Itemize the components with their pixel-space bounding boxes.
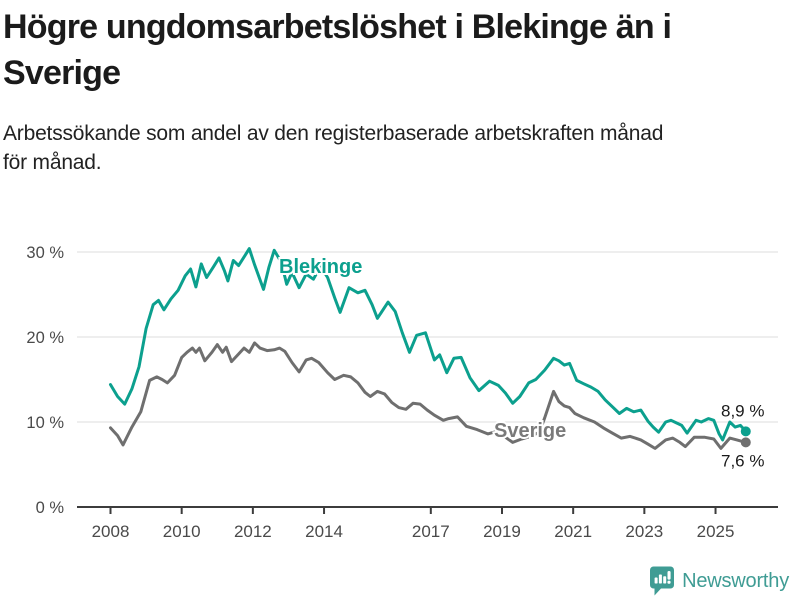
end-value-label-blekinge: 8,9 % — [721, 401, 764, 420]
subtitle-line-1: Arbetssökande som andel av den registerb… — [3, 122, 664, 145]
y-axis-label-0: 0 % — [36, 499, 65, 517]
end-value-label-sverige: 7,6 % — [721, 451, 764, 470]
x-axis-label-2012: 2012 — [234, 522, 272, 541]
title-line-2: Sverige — [3, 54, 121, 92]
x-axis-label-2017: 2017 — [412, 522, 450, 541]
y-axis-label-30: 30 % — [26, 244, 64, 262]
series-line-blekinge — [109, 247, 748, 442]
series-label-blekinge: Blekinge — [279, 256, 362, 278]
series-line-sverige — [109, 341, 748, 450]
series-endpoint-dot-blekinge — [740, 426, 751, 437]
x-axis-label-2014: 2014 — [305, 522, 343, 541]
series-endpoint-dot-sverige — [740, 437, 751, 448]
chart-subtitle: Arbetssökande som andel av den registerb… — [3, 119, 783, 177]
x-axis-label-2010: 2010 — [163, 522, 201, 541]
x-axis-label-2023: 2023 — [625, 522, 663, 541]
bar-chart-speech-bubble-icon — [650, 566, 675, 596]
newsworthy-logo: Newsworthy — [650, 566, 789, 596]
page-title: Högre ungdomsarbetslöshet i Blekinge än … — [3, 4, 763, 96]
x-axis-label-2008: 2008 — [92, 522, 130, 541]
brand-text: Newsworthy — [682, 569, 789, 592]
x-axis-label-2019: 2019 — [483, 522, 521, 541]
x-axis-label-2021: 2021 — [554, 522, 592, 541]
y-axis-label-10: 10 % — [26, 414, 64, 432]
title-line-1: Högre ungdomsarbetslöshet i Blekinge än … — [3, 8, 672, 46]
x-axis-label-2025: 2025 — [697, 522, 735, 541]
subtitle-line-2: för månad. — [3, 151, 102, 174]
series-label-sverige: Sverige — [494, 420, 566, 442]
y-axis-label-20: 20 % — [26, 329, 64, 347]
